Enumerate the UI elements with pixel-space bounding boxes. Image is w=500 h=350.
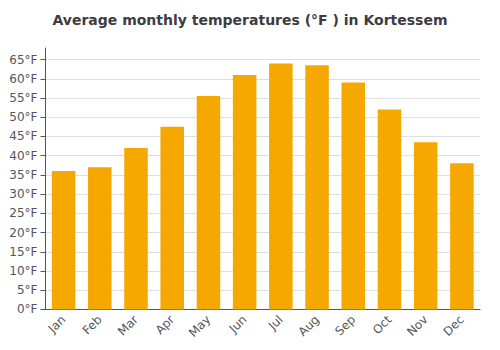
svg-text:Feb: Feb <box>80 313 105 338</box>
svg-text:Nov: Nov <box>404 313 430 339</box>
svg-text:50°F: 50°F <box>9 110 37 124</box>
svg-text:Jan: Jan <box>45 313 69 337</box>
svg-text:15°F: 15°F <box>9 245 37 259</box>
svg-text:20°F: 20°F <box>9 226 37 240</box>
svg-text:Jul: Jul <box>265 313 286 334</box>
svg-text:60°F: 60°F <box>9 72 37 86</box>
svg-text:Jun: Jun <box>226 313 250 337</box>
svg-text:45°F: 45°F <box>9 129 37 143</box>
svg-text:Average monthly temperatures (: Average monthly temperatures (°F ) in Ko… <box>52 12 447 28</box>
svg-text:25°F: 25°F <box>9 206 37 220</box>
svg-text:5°F: 5°F <box>17 283 38 297</box>
svg-text:40°F: 40°F <box>9 149 37 163</box>
svg-text:65°F: 65°F <box>9 53 37 67</box>
svg-text:Apr: Apr <box>153 312 178 337</box>
svg-text:Aug: Aug <box>296 313 322 339</box>
svg-text:Mar: Mar <box>115 312 141 338</box>
svg-text:35°F: 35°F <box>9 168 37 182</box>
svg-text:May: May <box>186 313 213 340</box>
svg-text:Dec: Dec <box>441 313 467 339</box>
svg-text:Oct: Oct <box>370 312 395 337</box>
svg-text:55°F: 55°F <box>9 91 37 105</box>
svg-text:10°F: 10°F <box>9 264 37 278</box>
svg-text:Sep: Sep <box>332 313 358 339</box>
svg-text:0°F: 0°F <box>17 302 38 316</box>
svg-text:30°F: 30°F <box>9 187 37 201</box>
